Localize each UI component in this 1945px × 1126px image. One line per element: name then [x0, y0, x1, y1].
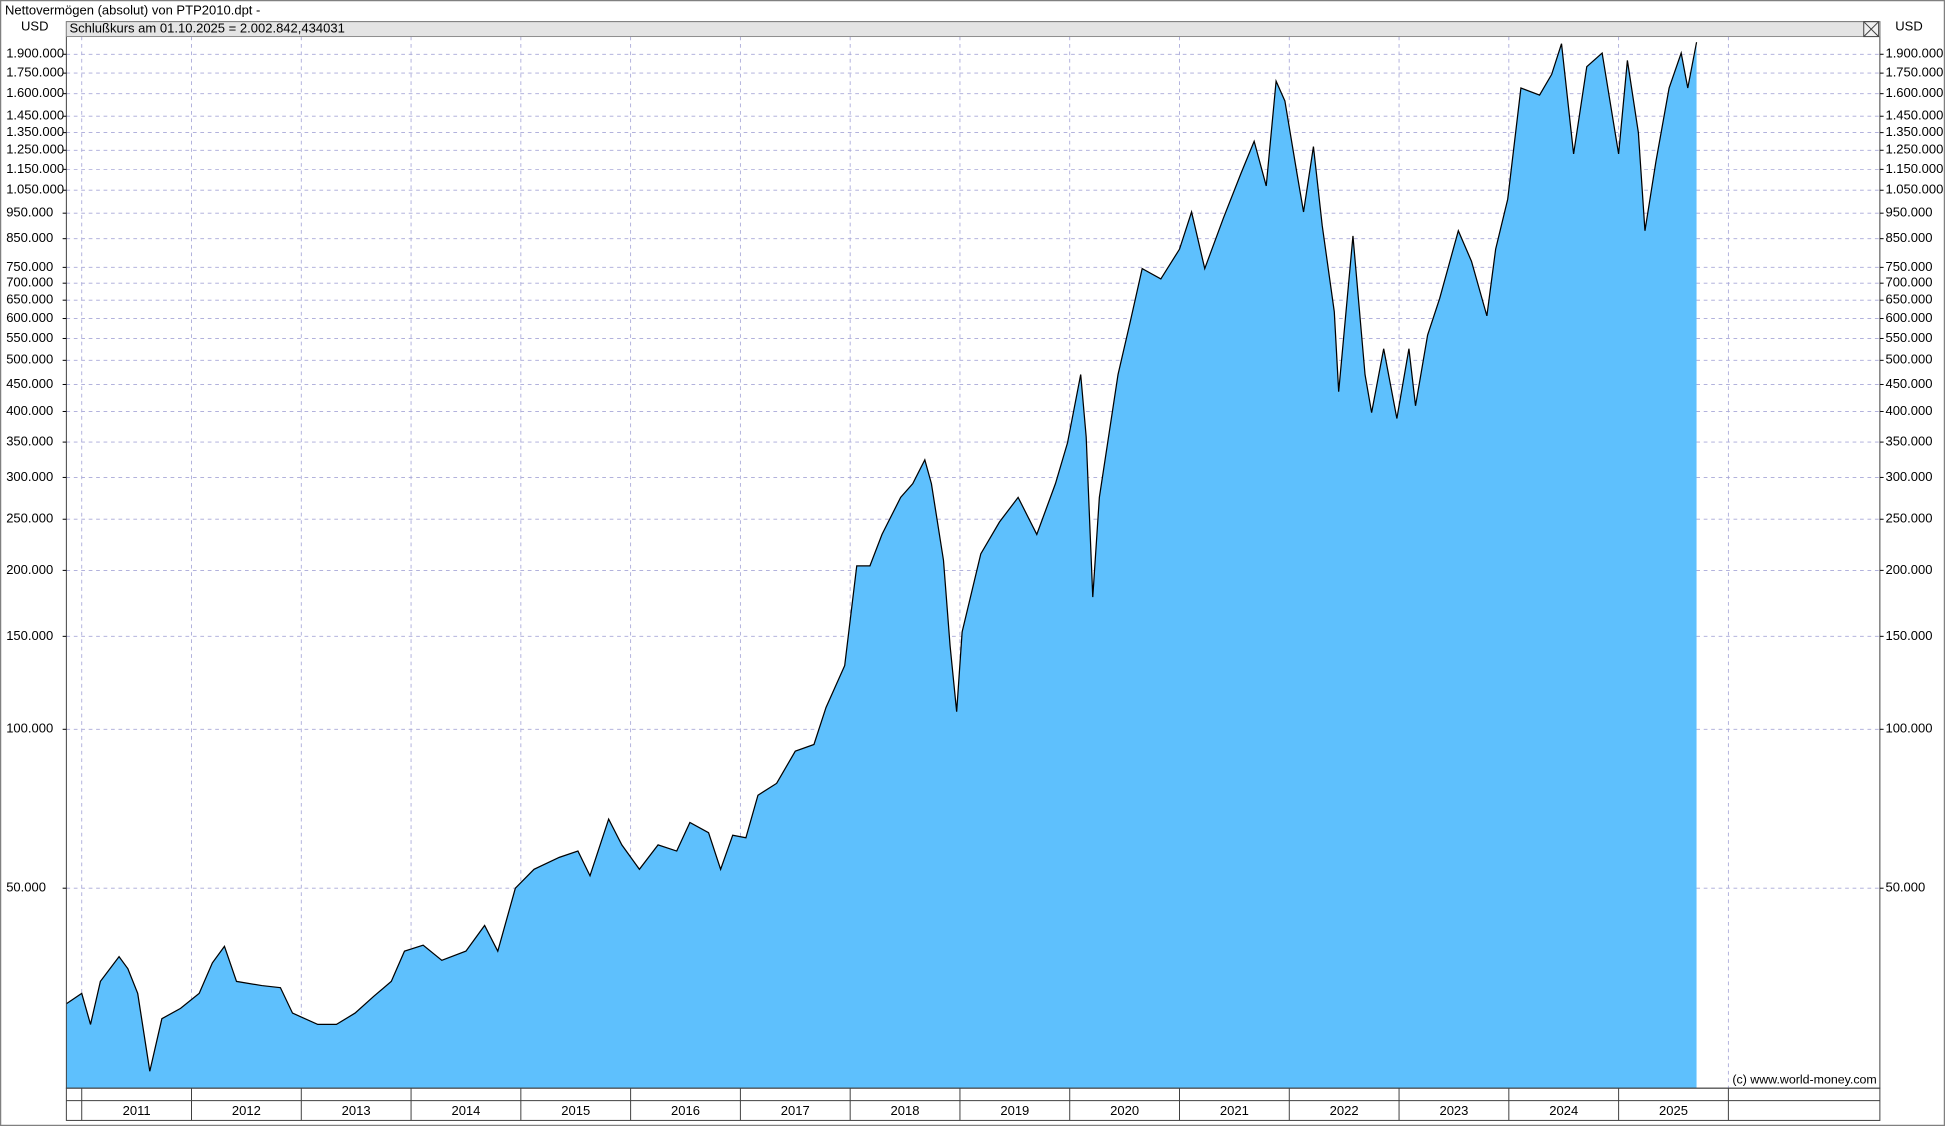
y-tick-label-left: 1.750.000	[6, 65, 64, 80]
x-tick-label: 2011	[123, 1103, 151, 1118]
line	[66, 42, 1698, 1072]
y-tick-label-left: 1.900.000	[6, 46, 64, 61]
y-unit-right: USD	[1895, 19, 1922, 34]
area	[66, 42, 1697, 1089]
y-tick-label-left: 700.000	[6, 275, 53, 290]
plot-area	[65, 21, 1881, 1089]
y-tick-label-left: 450.000	[6, 376, 53, 391]
y-tick-label-left: 1.350.000	[6, 124, 64, 139]
x-tick-label: 2024	[1549, 1103, 1578, 1118]
y-tick-label-right: 1.900.000	[1885, 46, 1943, 61]
credit: (c) www.world-money.com	[1732, 1072, 1876, 1086]
y-tick-label-right: 1.350.000	[1885, 124, 1943, 139]
x-tick-label: 2012	[232, 1103, 261, 1118]
x-tick-label: 2021	[1220, 1103, 1249, 1118]
y-tick-label-left: 850.000	[6, 230, 53, 245]
x-tick-label: 2025	[1659, 1103, 1688, 1118]
x-tick-label: 2013	[342, 1103, 371, 1118]
y-tick-label-right: 150.000	[1885, 628, 1932, 643]
y-tick-label-left: 1.050.000	[6, 182, 64, 197]
y-tick-label-right: 350.000	[1885, 434, 1932, 449]
x-tick-label: 2014	[451, 1103, 480, 1118]
y-tick-label-right: 1.750.000	[1885, 65, 1943, 80]
x-tick-label: 2022	[1330, 1103, 1359, 1118]
x-tick-label: 2017	[781, 1103, 810, 1118]
y-tick-label-right: 850.000	[1885, 230, 1932, 245]
y-tick-label-right: 1.250.000	[1885, 142, 1943, 157]
chart-title: Nettovermögen (absolut) von PTP2010.dpt …	[5, 3, 260, 18]
y-tick-label-left: 1.250.000	[6, 142, 64, 157]
y-tick-label-right: 1.050.000	[1885, 182, 1943, 197]
y-tick-label-right: 450.000	[1885, 376, 1932, 391]
y-tick-label-left: 250.000	[6, 511, 53, 526]
x-tick-label: 2019	[1000, 1103, 1029, 1118]
y-tick-label-left: 150.000	[6, 628, 53, 643]
x-tick-label: 2018	[891, 1103, 920, 1118]
y-tick-label-right: 600.000	[1885, 310, 1932, 325]
y-tick-label-right: 50.000	[1885, 880, 1925, 895]
y-tick-label-left: 1.600.000	[6, 85, 64, 100]
y-tick-label-right: 1.600.000	[1885, 85, 1943, 100]
y-tick-label-right: 650.000	[1885, 292, 1932, 307]
y-tick-label-right: 700.000	[1885, 275, 1932, 290]
x-tick-label: 2016	[671, 1103, 700, 1118]
y-tick-label-left: 100.000	[6, 721, 53, 736]
y-tick-label-left: 350.000	[6, 434, 53, 449]
y-tick-label-left: 650.000	[6, 292, 53, 307]
y-tick-label-left: 1.450.000	[6, 108, 64, 123]
y-tick-label-left: 50.000	[6, 880, 46, 895]
header-bar	[65, 21, 1881, 38]
x-tick-label: 2020	[1110, 1103, 1139, 1118]
y-tick-label-right: 1.450.000	[1885, 108, 1943, 123]
y-tick-label-left: 750.000	[6, 259, 53, 274]
y-tick-label-right: 250.000	[1885, 511, 1932, 526]
x-axis-box	[65, 1087, 1881, 1121]
y-tick-label-left: 400.000	[6, 403, 53, 418]
y-tick-label-right: 100.000	[1885, 721, 1932, 736]
y-tick-label-left: 950.000	[6, 205, 53, 220]
y-tick-label-left: 550.000	[6, 330, 53, 345]
y-tick-label-left: 200.000	[6, 562, 53, 577]
x-tick-label: 2023	[1439, 1103, 1468, 1118]
y-tick-label-right: 950.000	[1885, 205, 1932, 220]
y-tick-label-right: 300.000	[1885, 469, 1932, 484]
y-tick-label-right: 550.000	[1885, 330, 1932, 345]
x-tick-label: 2015	[561, 1103, 590, 1118]
y-tick-label-left: 500.000	[6, 352, 53, 367]
chart-subtitle: Schlußkurs am 01.10.2025 = 2.002.842,434…	[69, 21, 344, 36]
close-icon[interactable]	[1864, 21, 1879, 37]
y-tick-label-right: 1.150.000	[1885, 161, 1943, 176]
y-unit-left: USD	[21, 19, 48, 34]
y-tick-label-left: 1.150.000	[6, 161, 64, 176]
y-tick-label-left: 300.000	[6, 469, 53, 484]
y-tick-label-left: 600.000	[6, 310, 53, 325]
close-button[interactable]	[1863, 21, 1880, 38]
y-tick-label-right: 200.000	[1885, 562, 1932, 577]
y-tick-label-right: 750.000	[1885, 259, 1932, 274]
y-tick-label-right: 400.000	[1885, 403, 1932, 418]
y-tick-label-right: 500.000	[1885, 352, 1932, 367]
